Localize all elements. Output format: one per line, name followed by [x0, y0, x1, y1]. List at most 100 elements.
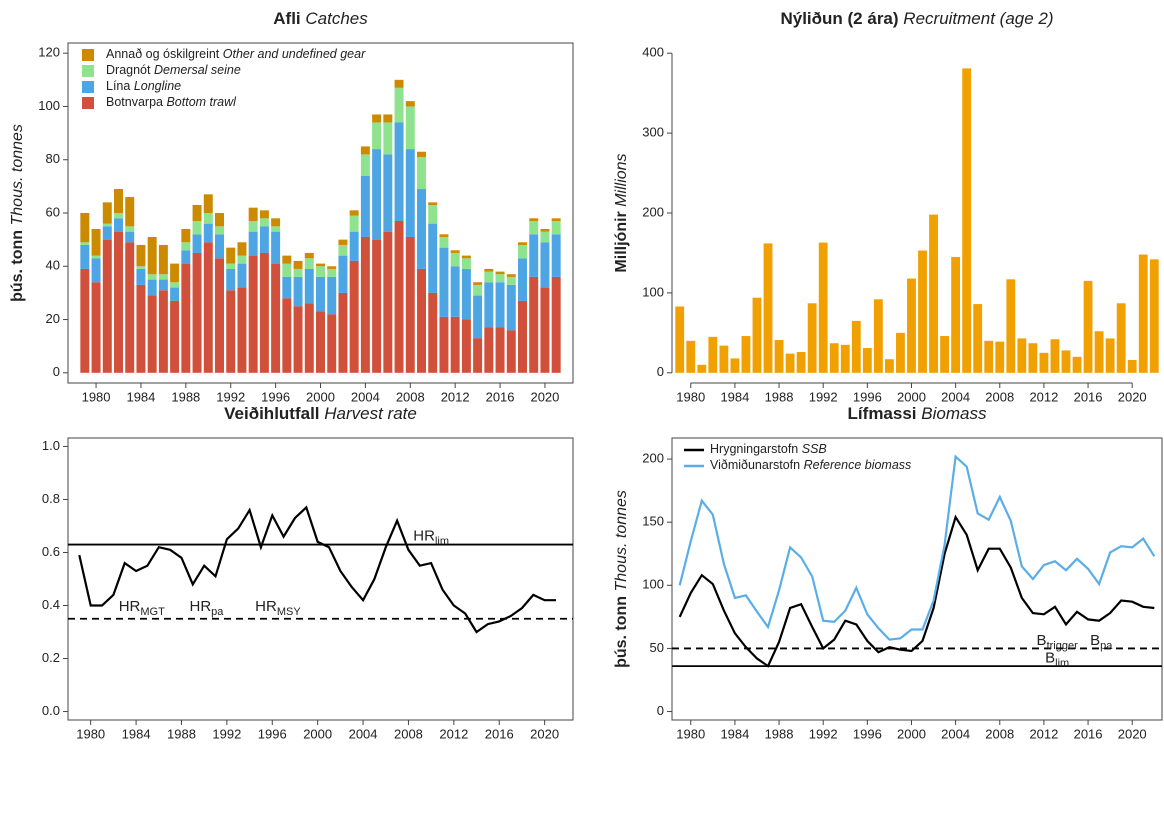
bar-segment [80, 242, 90, 245]
bar-segment [439, 236, 449, 248]
bar-segment [551, 218, 561, 221]
plot-frame [67, 437, 574, 721]
chart-title-en: Catches [305, 9, 368, 28]
x-tick-label: 1980 [82, 389, 111, 404]
bar [818, 242, 828, 373]
legend-swatch [82, 97, 94, 109]
bar [785, 353, 795, 373]
bar-segment [237, 263, 247, 288]
bar [1050, 339, 1060, 373]
y-tick-label: 0.8 [42, 491, 60, 506]
bar-segment [248, 220, 258, 232]
bar-segment [192, 205, 202, 221]
bar-segment [506, 330, 516, 373]
bar-segment [383, 114, 393, 123]
bar-segment [428, 223, 438, 293]
x-tick-label: 2016 [1074, 389, 1103, 404]
bar-segment [147, 295, 157, 373]
bar-segment [551, 276, 561, 373]
bar-segment [215, 226, 224, 235]
x-tick-label: 1984 [126, 389, 155, 404]
bar-segment [518, 242, 527, 245]
bar-segment [304, 252, 314, 259]
bar-segment [125, 197, 135, 227]
annotation-text: HR [255, 598, 277, 615]
bar-segment [215, 213, 224, 227]
legend-label-main: Lína [106, 79, 130, 93]
annotation: Btrigger [1037, 632, 1079, 652]
bar-segment [237, 287, 247, 373]
bar-segment [495, 327, 505, 373]
y-tick-label: 100 [642, 284, 664, 299]
bar-segment [506, 274, 516, 277]
bar-segment [158, 279, 168, 291]
data-line [678, 454, 1156, 641]
x-tick-label: 1984 [720, 389, 749, 404]
bar [918, 250, 927, 373]
bar-segment [439, 316, 449, 373]
bar-segment [394, 220, 404, 373]
bar-segment [259, 218, 269, 227]
bar-segment [383, 122, 393, 155]
bar-segment [271, 218, 281, 227]
bar-segment [461, 319, 471, 373]
bar [1028, 343, 1038, 373]
bar-segment [495, 282, 505, 328]
bar-segment [259, 210, 269, 219]
y-tick-label: 0 [657, 703, 664, 718]
legend-swatch [82, 65, 94, 77]
y-tick-label: 100 [642, 577, 664, 592]
legend-label-main: Hrygningarstofn [710, 442, 798, 456]
y-tick-label: 200 [642, 451, 664, 466]
annotation-sub: pa [1100, 640, 1113, 652]
bar-segment [428, 202, 438, 206]
annotation: Bpa [1090, 632, 1113, 652]
bar-segment [473, 338, 483, 373]
bar [929, 214, 938, 373]
bar-segment [203, 242, 213, 373]
bar-segment [316, 266, 325, 277]
annotation-sub: lim [1055, 657, 1069, 669]
x-tick-label: 1984 [122, 726, 151, 741]
y-tick-label: 80 [46, 151, 60, 166]
y-tick-label: 0.4 [42, 597, 60, 612]
bar-segment [338, 255, 348, 293]
bar-segment [158, 290, 168, 373]
bar-segment [439, 247, 449, 317]
bar-segment [349, 260, 359, 373]
bar-segment [405, 236, 415, 373]
x-tick-label: 2012 [1029, 389, 1058, 404]
bar-segment [282, 276, 292, 299]
y-axis-label-en: Thous. tonnes [9, 124, 26, 225]
x-tick-label: 1992 [216, 389, 245, 404]
bar-segment [417, 151, 426, 158]
bar-segment [372, 122, 382, 150]
bar-segment [316, 276, 325, 312]
bar-segment [529, 220, 539, 235]
bar [719, 345, 729, 373]
bar-segment [484, 282, 494, 328]
bar-segment [237, 255, 247, 264]
bar-segment [506, 284, 516, 331]
legend-label: Annað og óskilgreint Other and undefined… [106, 47, 366, 61]
bar-segment [540, 231, 550, 243]
bar [796, 352, 806, 373]
annotation-text: HR [413, 528, 435, 545]
bar-segment [405, 106, 415, 150]
bar-segment [170, 282, 180, 288]
bar-segment [293, 306, 303, 373]
legend-label-en: Longline [134, 79, 181, 93]
bar-segment [170, 287, 180, 301]
y-tick-label: 60 [46, 204, 60, 219]
bar-segment [327, 314, 337, 373]
bar-segment [450, 266, 460, 317]
bar-segment [327, 266, 337, 269]
bar [1138, 254, 1148, 373]
bar-segment [203, 223, 213, 243]
bar [1061, 350, 1071, 373]
legend-label: Hrygningarstofn SSB [710, 442, 827, 456]
bar-segment [417, 189, 426, 269]
bar-segment [518, 258, 527, 301]
x-tick-label: 1988 [171, 389, 200, 404]
x-tick-label: 2016 [486, 389, 515, 404]
